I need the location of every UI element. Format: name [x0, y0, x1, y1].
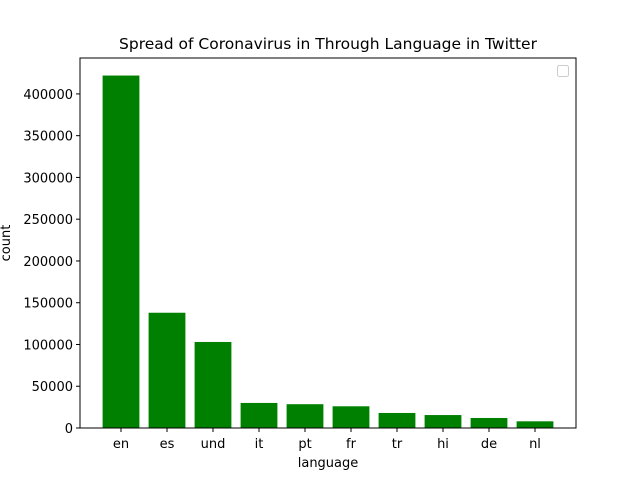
bar-nl [516, 421, 554, 428]
x-tick-label-es: es [160, 437, 175, 452]
y-tick-label-350000: 350000 [23, 130, 73, 145]
bar-es [148, 312, 186, 428]
y-axis-title: count [0, 225, 14, 262]
y-tick-label-300000: 300000 [23, 171, 73, 186]
chart-title: Spread of Coronavirus in Through Languag… [119, 35, 538, 53]
y-tick-label-100000: 100000 [23, 338, 73, 353]
y-axis-ticks: 0 50000 100000 150000 200000 250000 300000 3500… [23, 88, 80, 437]
y-tick-label-150000: 150000 [23, 297, 73, 312]
bar-fr [332, 406, 370, 428]
x-tick-label-hi: hi [437, 437, 449, 452]
y-tick-label-250000: 250000 [23, 213, 73, 228]
x-tick-label-und: und [201, 437, 226, 452]
bar-de [470, 417, 508, 428]
x-tick-label-fr: fr [346, 437, 357, 452]
y-tick-label-400000: 400000 [23, 88, 73, 103]
bar-it [240, 402, 278, 428]
y-tick-label-50000: 50000 [32, 380, 73, 395]
bar-tr [378, 412, 416, 428]
bar-und [194, 341, 232, 428]
legend-box [557, 65, 569, 77]
bar-en [102, 75, 140, 429]
x-tick-label-nl: nl [529, 437, 541, 452]
x-tick-label-de: de [481, 437, 497, 452]
x-axis-title: language [298, 456, 359, 471]
bar-hi [424, 415, 462, 428]
y-tick-label-200000: 200000 [23, 255, 73, 270]
x-axis-ticks: en es und it pt fr tr hi de nl [113, 428, 541, 452]
plot-area-frame [79, 57, 577, 429]
x-tick-label-tr: tr [392, 437, 403, 452]
x-tick-label-it: it [255, 437, 264, 452]
x-tick-label-pt: pt [298, 437, 311, 452]
y-tick-label-0: 0 [65, 422, 73, 437]
bars-group [102, 75, 554, 429]
bar-pt [286, 404, 324, 428]
x-tick-label-en: en [113, 437, 129, 452]
